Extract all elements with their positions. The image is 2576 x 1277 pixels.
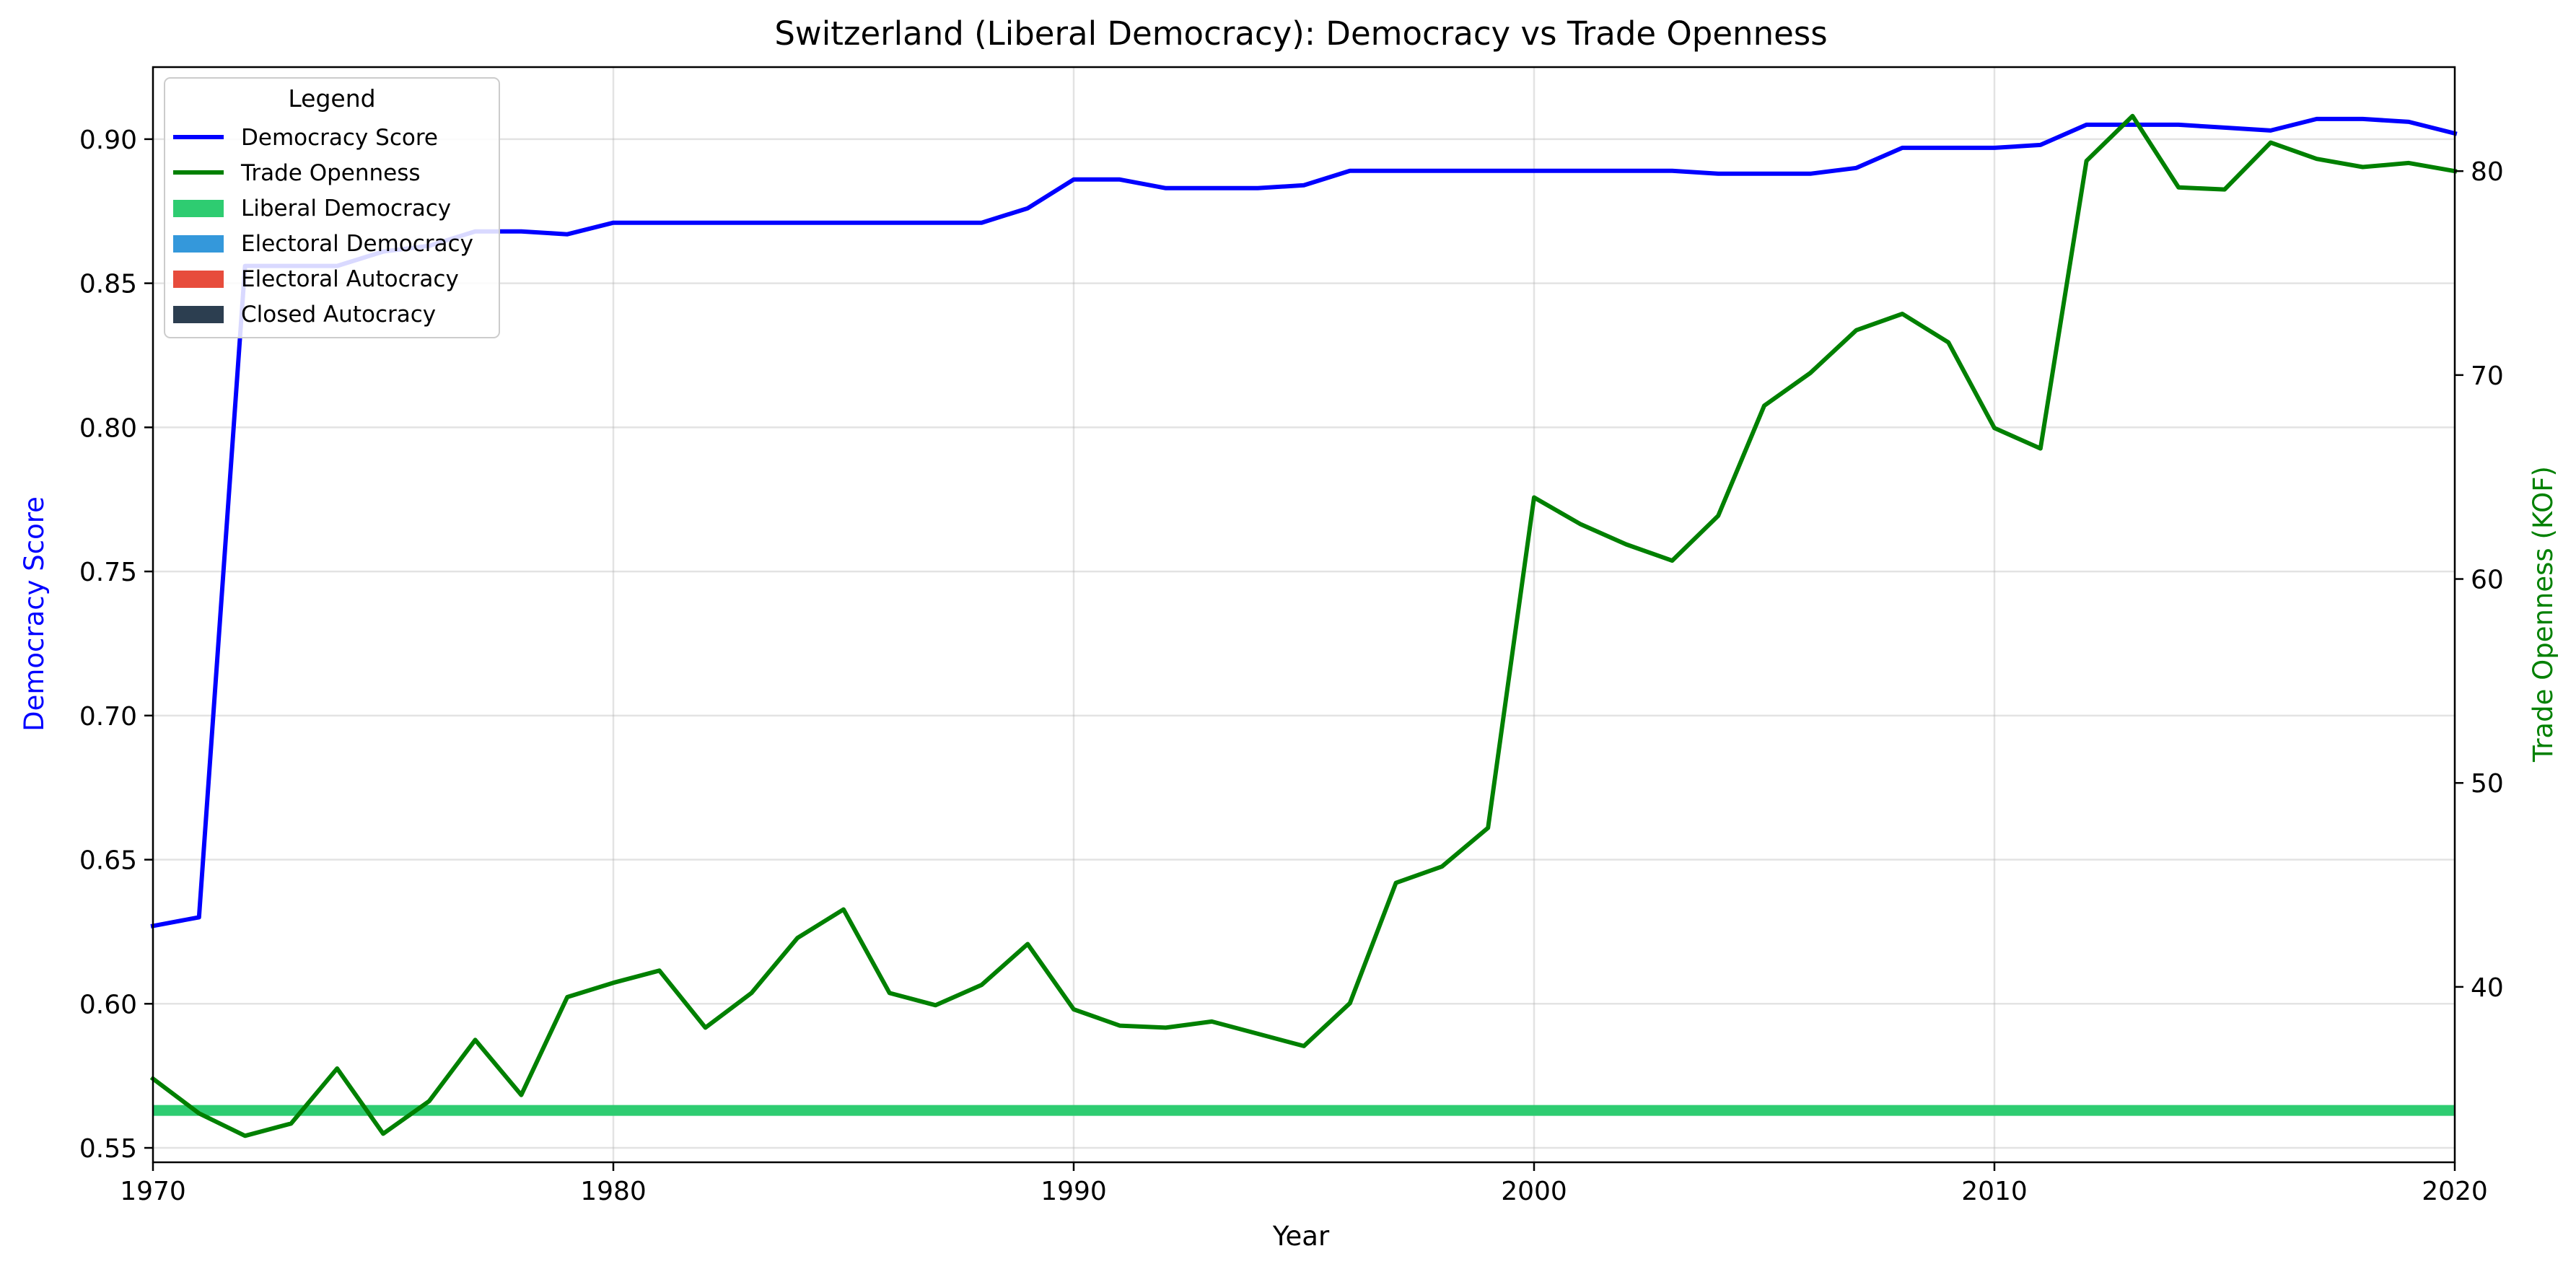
legend-label-closed-autocracy: Closed Autocracy	[241, 302, 436, 328]
right-tick-label: 80	[2471, 157, 2504, 187]
series-line-democracy-score	[150, 116, 2458, 929]
legend-box	[164, 77, 500, 338]
right-axis-ticks: 40 50 60 70 80	[2455, 157, 2504, 1003]
series-line-trade-openness	[149, 113, 2458, 1138]
legend-label-electoral-democracy: Electoral Democracy	[241, 231, 473, 257]
legend-label-liberal-democracy: Liberal Democracy	[241, 196, 451, 221]
legend: Legend Democracy Score Trade Openness Li…	[164, 77, 500, 338]
left-tick-label: 0.70	[79, 702, 137, 732]
plot-frame	[152, 66, 2456, 1164]
series-lines	[149, 113, 2458, 1138]
x-axis-ticks: 1970 1980 1990 2000 2010 2020	[120, 1162, 2488, 1206]
x-tick-label: 1990	[1041, 1177, 1107, 1206]
left-axis-ticks: 0.55 0.60 0.65 0.70 0.75 0.80 0.85 0.90	[79, 126, 153, 1164]
right-tick-label: 60	[2471, 566, 2504, 595]
right-axis-label: Trade Openness (KOF)	[2528, 466, 2559, 763]
legend-title: Legend	[288, 84, 375, 113]
left-tick-label: 0.60	[79, 990, 137, 1019]
chart-title: Switzerland (Liberal Democracy): Democra…	[774, 14, 1827, 53]
left-tick-label: 0.90	[79, 126, 137, 155]
x-tick-label: 2000	[1501, 1177, 1567, 1206]
legend-label-electoral-autocracy: Electoral Autocracy	[241, 266, 459, 292]
legend-swatch-liberal-democracy	[173, 200, 224, 217]
left-tick-label: 0.65	[79, 846, 137, 876]
legend-label-democracy-score: Democracy Score	[241, 125, 438, 151]
left-tick-label: 0.75	[79, 558, 137, 587]
right-tick-label: 70	[2471, 361, 2504, 391]
left-tick-label: 0.80	[79, 413, 137, 443]
x-tick-label: 2020	[2422, 1177, 2488, 1206]
x-tick-label: 1970	[120, 1177, 186, 1206]
x-tick-label: 2010	[1961, 1177, 2028, 1206]
x-axis-label: Year	[1272, 1221, 1330, 1252]
legend-swatch-electoral-autocracy	[173, 271, 224, 288]
right-tick-label: 50	[2471, 769, 2504, 799]
right-tick-label: 40	[2471, 973, 2504, 1003]
grid	[152, 67, 2456, 1162]
left-tick-label: 0.85	[79, 270, 137, 299]
legend-swatch-closed-autocracy	[173, 306, 224, 323]
left-tick-label: 0.55	[79, 1134, 137, 1164]
x-tick-label: 1980	[580, 1177, 647, 1206]
legend-swatch-electoral-democracy	[173, 235, 224, 253]
left-axis-label: Democracy Score	[19, 496, 50, 732]
legend-label-trade-openness: Trade Openness	[240, 160, 421, 186]
